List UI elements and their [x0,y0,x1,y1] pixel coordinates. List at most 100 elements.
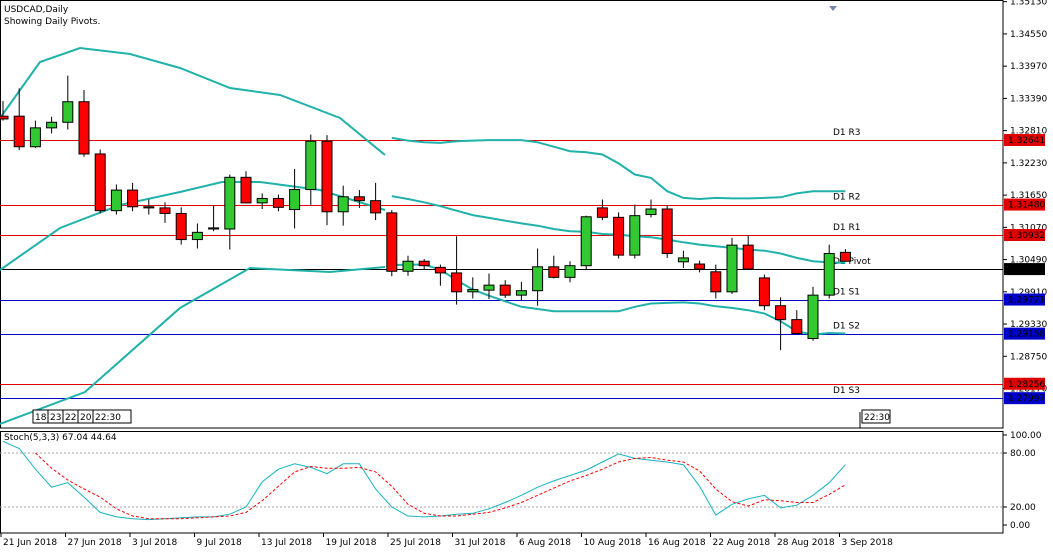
stoch-d-line [35,452,846,520]
price-tag-text-6: 1.28256 [1008,380,1045,390]
bull-candle [823,252,835,296]
bull-candle [402,260,414,272]
bull-candle [191,231,203,241]
stoch-tick-label: 100.00 [1010,431,1042,441]
x-tick-label: 13 Jul 2018 [261,538,312,548]
bull-candle [62,101,74,123]
y-tick-label: 1.31650 [1010,191,1047,201]
bear-candle [127,189,139,208]
bear-candle [596,207,608,218]
time-tag-text-2: 22: [65,413,79,423]
bollinger-upper-early-line [0,46,386,156]
pivot-label-3: D1 Pivot [833,257,871,267]
price-tag-text-4: 1.29771 [1008,296,1045,306]
price-tag-text-1: 1.31480 [1008,201,1045,211]
bear-candle [694,263,706,270]
bollinger-lower-line [391,263,846,336]
time-tag-text-0: 18: [35,413,49,423]
pivot-label-5: D1 S2 [833,322,860,332]
bull-candle [46,121,58,129]
x-tick-label: 31 Jul 2018 [455,538,506,548]
stoch-frame [0,431,1004,534]
y-tick-label: 1.30490 [1010,256,1047,266]
price-tag-text-7: 1.27997 [1008,394,1045,404]
stoch-k-line [2,440,846,521]
bollinger-lower-early-line [0,266,386,425]
bear-candle [791,319,803,335]
bull-candle [645,208,657,216]
bear-candle [0,115,9,120]
shift-marker-icon [829,6,837,11]
time-tag-text-1: 23: [50,413,64,423]
bear-candle [370,200,382,214]
y-tick-label: 1.33390 [1010,94,1047,104]
stoch-tick-label: 80.00 [1010,449,1036,459]
y-tick-label: 1.33970 [1010,62,1047,72]
stoch-tick-label: 20.00 [1010,503,1036,513]
bull-candle [289,189,301,211]
bear-candle [272,197,284,208]
time-tag-right-text: 22:30 [864,413,890,423]
bear-candle [710,271,722,293]
stoch-label: Stoch(5,3,3) 67.04 44.64 [4,433,117,443]
x-tick-label: 9 Jul 2018 [197,538,242,548]
bull-candle [807,294,819,340]
price-tag-3 [1004,263,1045,276]
y-tick-label: 1.29910 [1010,288,1047,298]
bull-candle [580,216,592,267]
main-frame [0,0,1004,429]
bear-candle [418,260,430,267]
x-tick-label: 28 Aug 2018 [777,538,835,548]
y-tick-label: 1.28750 [1010,352,1047,362]
x-tick-label: 16 Aug 2018 [648,538,706,548]
bull-candle [29,127,41,148]
time-tag-right [861,409,891,424]
x-tick-label: 10 Aug 2018 [584,538,642,548]
price-tag-1 [1004,198,1045,211]
pivot-label-0: D1 R3 [833,128,861,138]
bear-candle [78,101,90,155]
bear-candle [775,305,787,321]
x-tick-label: 19 Jul 2018 [326,538,377,548]
bull-candle [564,265,576,278]
y-tick-label: 1.32230 [1010,159,1047,169]
x-tick-label: 25 Jul 2018 [390,538,441,548]
bear-candle [94,153,106,212]
pivot-label-4: D1 S1 [833,288,860,298]
bull-candle [726,244,738,293]
price-tag-2 [1004,229,1045,242]
pivot-note: Showing Daily Pivots. [4,17,101,27]
price-tag-text-0: 1.32641 [1008,136,1045,146]
bear-candle [548,266,560,278]
bollinger-upper-line [391,136,846,201]
x-tick-label: 3 Jul 2018 [132,538,177,548]
price-tag-6 [1004,377,1045,390]
price-tag-text-3: 1.30319 [1008,265,1045,275]
bear-candle [353,196,365,202]
bull-candle [532,266,544,292]
bear-candle [143,206,155,209]
bear-candle [386,212,398,272]
time-tag-text-4: 22:30 [95,413,121,423]
x-tick-label: 22 Aug 2018 [713,538,771,548]
bear-candle [499,284,511,296]
time-tag-4 [92,409,132,424]
price-tag-text-2: 1.30932 [1008,231,1045,241]
bull-candle [305,140,317,191]
bear-candle [159,207,171,214]
time-tag-text-3: 20: [80,413,94,423]
x-tick-label: 3 Sep 2018 [842,538,894,548]
bull-candle [256,197,268,204]
bear-candle [175,212,187,241]
bear-candle [661,208,673,254]
bear-candle [451,272,463,293]
bear-candle [240,176,252,204]
x-tick-label: 6 Aug 2018 [519,538,571,548]
x-tick-label: 21 Jun 2018 [3,538,57,548]
bear-candle [434,266,446,274]
y-tick-label: 1.32810 [1010,127,1047,137]
pivot-label-2: D1 R1 [833,223,861,233]
pivot-label-1: D1 R2 [833,193,861,203]
bear-candle [13,115,25,148]
